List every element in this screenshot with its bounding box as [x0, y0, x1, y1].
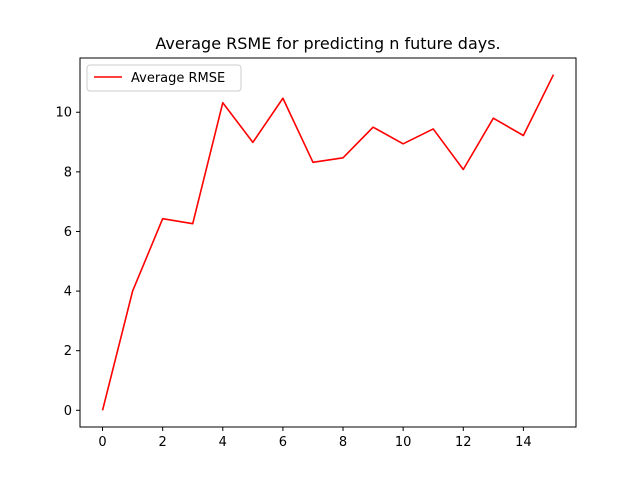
axes-frame — [79, 57, 577, 428]
legend-label-average-rmse: Average RMSE — [131, 71, 225, 86]
data-point — [192, 223, 193, 224]
data-point — [252, 142, 253, 143]
y-tick-label: 0 — [64, 404, 72, 419]
legend: Average RMSE — [86, 64, 242, 92]
data-point — [433, 128, 434, 129]
data-point — [162, 218, 163, 219]
x-tick-label: 2 — [159, 435, 167, 450]
data-point — [222, 102, 223, 103]
y-tick-label: 4 — [64, 285, 72, 300]
data-point — [343, 157, 344, 158]
y-tick-label: 10 — [55, 106, 72, 121]
y-tick-label: 8 — [64, 165, 72, 180]
data-point — [102, 410, 103, 411]
data-point — [373, 127, 374, 128]
x-tick-label: 6 — [279, 435, 287, 450]
x-tick-label: 10 — [395, 435, 412, 450]
x-tick-label: 4 — [219, 435, 227, 450]
x-tick-label: 8 — [339, 435, 347, 450]
x-tick-label: 0 — [98, 435, 106, 450]
series-line-average-rmse — [101, 74, 555, 411]
x-tick-label: 14 — [515, 435, 532, 450]
data-point — [553, 74, 554, 75]
data-point — [463, 169, 464, 170]
chart-title: Average RSME for predicting n future day… — [155, 34, 500, 53]
y-axis: 0 2 4 6 8 10 — [55, 106, 80, 419]
data-point — [282, 98, 283, 99]
y-tick-label: 2 — [64, 344, 72, 359]
x-axis: 0 2 4 6 8 10 12 14 — [98, 427, 532, 450]
series-layer — [101, 74, 555, 411]
data-point — [523, 135, 524, 136]
data-point — [403, 143, 404, 144]
legend-box — [86, 64, 242, 92]
plot-area — [79, 57, 577, 428]
data-point — [493, 118, 494, 119]
data-point — [132, 291, 133, 292]
y-tick-label: 6 — [64, 225, 72, 240]
data-point — [312, 162, 313, 163]
x-tick-label: 12 — [455, 435, 472, 450]
